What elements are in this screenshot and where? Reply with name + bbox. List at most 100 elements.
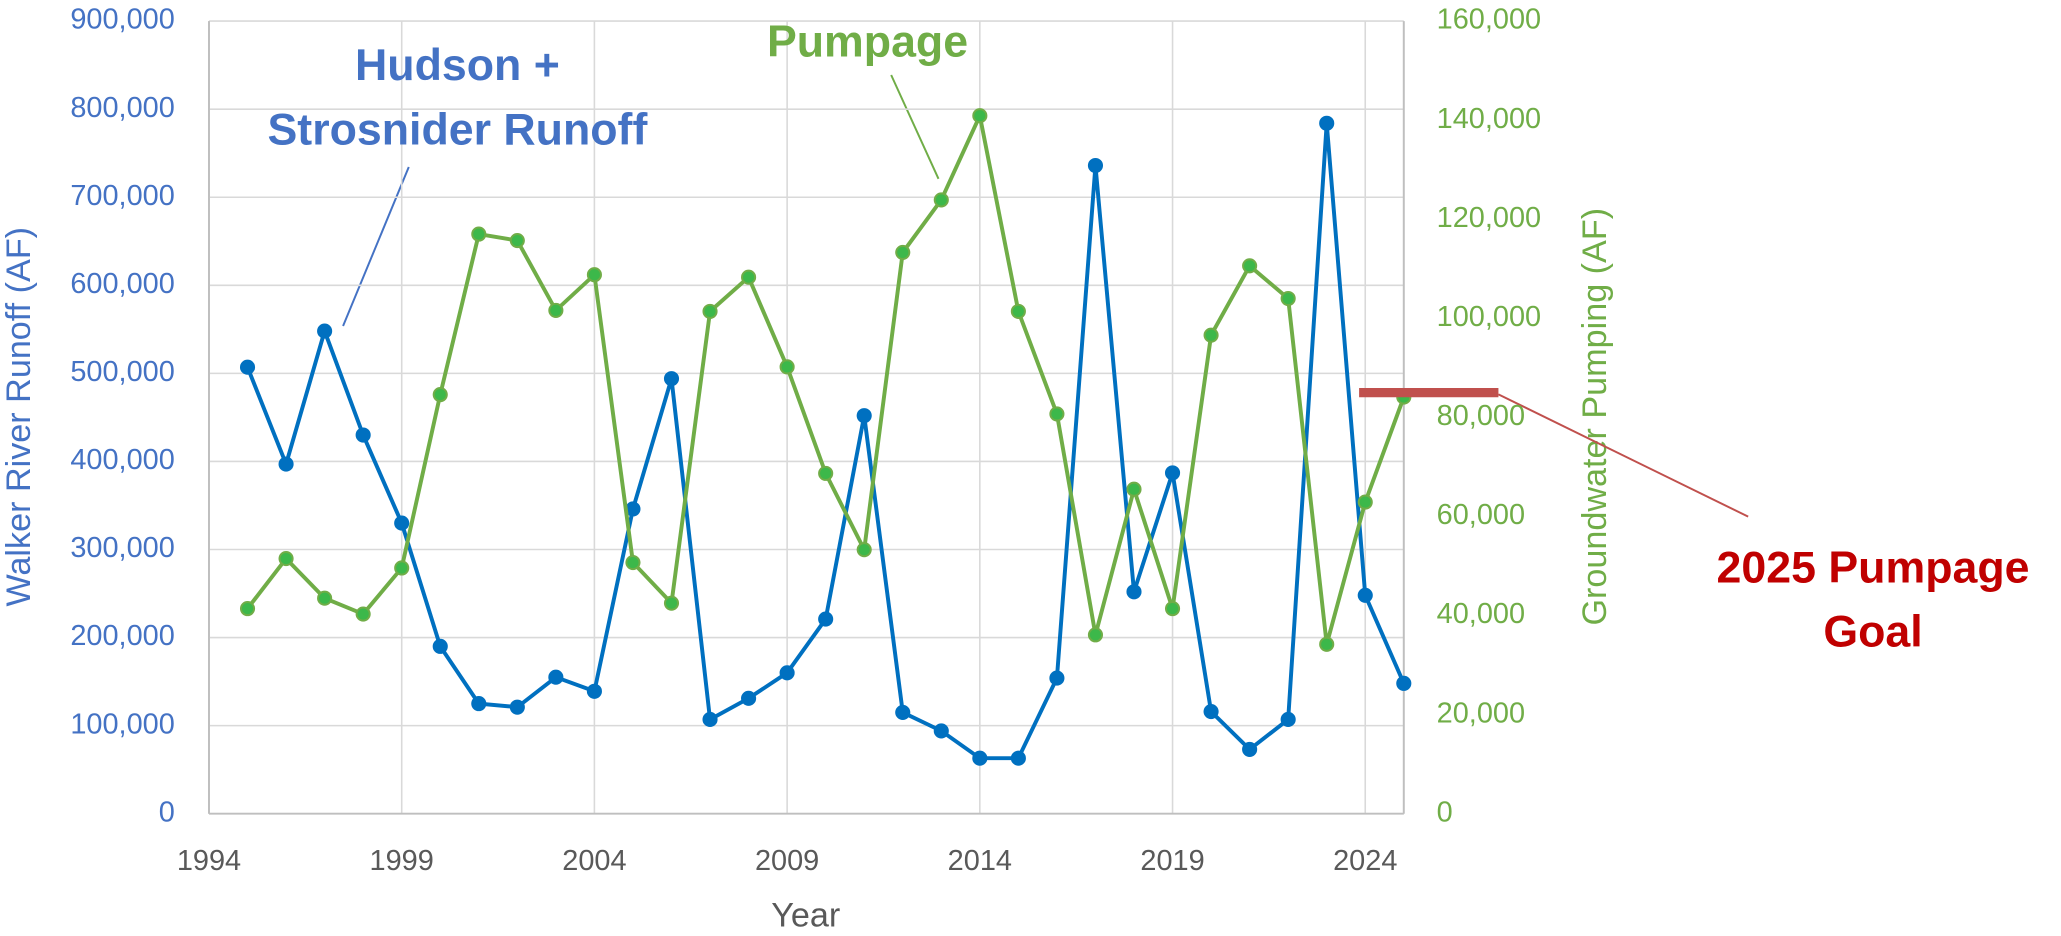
data-point [933,192,949,208]
data-point [1126,481,1142,497]
data-point [663,595,680,611]
data-point [741,690,757,706]
y2-tick-label: 40,000 [1437,598,1525,630]
data-point [586,683,602,699]
data-point [278,551,294,567]
y2-tick-label: 80,000 [1437,400,1525,432]
data-point [394,560,410,576]
x-tick-label: 2004 [562,845,626,877]
data-point [1126,584,1142,600]
data-point [355,427,371,443]
data-point [702,303,718,319]
y2-tick-label: 60,000 [1437,499,1525,531]
data-point [1280,711,1296,728]
leader-line [890,74,940,180]
data-point [1357,494,1373,510]
data-point [471,696,487,712]
data-point [779,665,795,681]
data-point [509,232,525,249]
x-tick-label: 2014 [948,845,1012,877]
y2-axis-title: Groundwater Pumping (AF) [1576,208,1614,626]
data-point [779,359,795,375]
data-point [317,323,333,339]
data-point [278,456,294,472]
goal-label: Goal [1823,608,1922,657]
series-line [245,109,1406,645]
y2-tick-label: 100,000 [1437,301,1542,333]
y-tick-label: 900,000 [70,4,175,36]
leader-line [342,166,410,327]
data-point [432,638,448,654]
data-point [972,108,988,124]
data-point [1242,258,1258,274]
y2-tick-label: 20,000 [1437,697,1525,729]
series-label: Pumpage [767,18,968,67]
x-tick-label: 2024 [1333,845,1397,877]
data-point [1203,703,1219,720]
y-tick-label: 600,000 [70,268,175,300]
data-point [1319,115,1335,131]
leader-line [1497,393,1749,518]
y-tick-label: 0 [159,796,175,828]
y-tick-label: 300,000 [70,532,175,564]
data-point [1203,327,1219,343]
data-point [895,244,911,260]
data-point [1164,465,1181,481]
goal-label: 2025 Pumpage [1717,543,2030,592]
y-tick-label: 200,000 [70,620,175,652]
data-point [818,611,834,627]
series-label: Strosnider Runoff [268,106,648,155]
data-point [1087,157,1104,174]
y2-tick-label: 120,000 [1437,202,1542,234]
data-point [509,699,525,715]
data-point [394,515,410,531]
data-point [471,226,487,242]
data-point [895,704,911,720]
data-point [856,542,872,558]
series-label: Hudson + [355,41,560,90]
data-point [548,669,564,685]
series-line [245,123,1406,761]
data-point [741,269,757,285]
data-point [239,359,256,375]
data-point [1280,290,1296,307]
x-tick-label: 2019 [1140,845,1204,877]
y-tick-label: 400,000 [70,444,175,476]
data-point [1010,303,1026,319]
data-point [1357,587,1373,603]
data-point [818,465,834,481]
data-point [586,267,602,283]
y-tick-label: 500,000 [70,356,175,388]
y2-tick-label: 140,000 [1437,103,1542,135]
data-point [317,590,333,606]
data-point [432,387,448,403]
data-point [548,302,564,318]
data-point [1319,636,1335,652]
y-tick-label: 800,000 [70,92,175,124]
x-tick-label: 1994 [177,845,241,877]
y2-tick-label: 0 [1437,796,1453,828]
y-axis-title: Walker River Runoff (AF) [0,227,38,607]
data-point [702,711,718,728]
data-point [239,601,256,617]
data-point [663,371,680,387]
data-point [1087,627,1104,643]
data-point [1242,741,1258,757]
data-point [933,723,949,739]
data-point [856,408,872,424]
data-point [1049,670,1065,686]
data-point [1049,406,1065,422]
x-tick-label: 2009 [755,845,819,877]
x-tick-label: 1999 [370,845,434,877]
data-point [625,554,641,571]
data-point [1396,675,1412,691]
x-axis-title: Year [771,897,840,935]
data-point [972,750,988,766]
data-point [1010,750,1026,766]
data-point [355,606,371,622]
y-tick-label: 700,000 [70,180,175,212]
y2-tick-label: 160,000 [1437,4,1542,36]
y-tick-label: 100,000 [70,708,175,740]
data-point [1164,601,1181,617]
